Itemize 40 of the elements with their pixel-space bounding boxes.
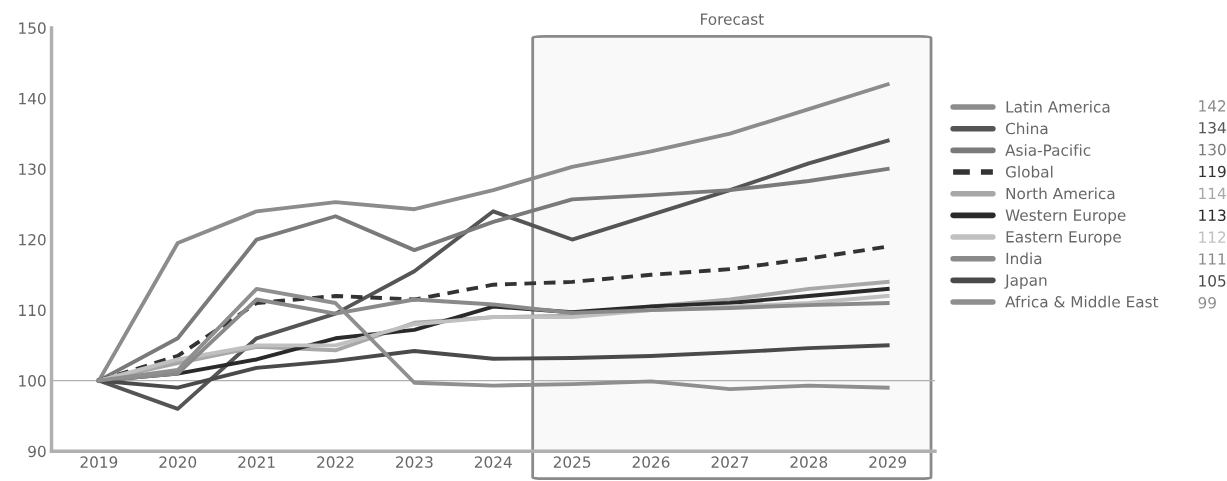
text: 114: [1199, 187, 1226, 199]
line-series: [96, 138, 890, 411]
x-tick-label: 2029: [869, 456, 907, 468]
y-tick-label: 100: [19, 375, 46, 387]
text: 99: [1198, 296, 1216, 309]
legend-label: India: [1006, 252, 1042, 265]
x-tick-label: 2020: [159, 456, 197, 468]
legend-label: Japan: [1004, 274, 1047, 289]
legend-label: Western Europe: [1005, 209, 1126, 224]
legend-label: Global: [1005, 165, 1053, 178]
x-tick-label: 2026: [632, 456, 670, 468]
text: 105: [1199, 275, 1226, 287]
x-tick-label: 2027: [711, 456, 749, 468]
legend-label: Eastern Europe: [1006, 231, 1121, 246]
text: 111: [1199, 253, 1226, 265]
text: 134: [1199, 121, 1226, 134]
y-tick-label: 140: [19, 92, 46, 105]
text: 130: [1199, 143, 1226, 156]
text: 113: [1199, 209, 1226, 222]
legend-label: Africa & Middle East: [1005, 295, 1159, 308]
y-tick-label: 120: [19, 234, 46, 246]
legend-label: China: [1005, 122, 1048, 135]
x-tick-label: 2025: [553, 456, 591, 468]
text: 112: [1199, 231, 1226, 243]
y-tick-label: 110: [19, 304, 46, 317]
x-tick-label: 2022: [317, 456, 354, 468]
x-tick-label: 2021: [238, 456, 275, 468]
band-label: Forecast: [701, 13, 764, 25]
text: 142: [1199, 100, 1226, 112]
y-tick-label: 150: [19, 22, 46, 34]
legend-label: Asia-Pacific: [1005, 144, 1091, 156]
x-tick-label: 2019: [80, 456, 118, 468]
x-tick-label: 2028: [790, 456, 828, 468]
x-tick-label: 2023: [396, 456, 433, 468]
legend-label: North America: [1006, 187, 1115, 200]
y-tick-label: 90: [28, 445, 46, 458]
x-tick-label: 2024: [474, 456, 512, 468]
text: 119: [1199, 165, 1226, 178]
legend-label: Latin America: [1006, 100, 1110, 113]
y-tick-label: 130: [19, 163, 46, 176]
